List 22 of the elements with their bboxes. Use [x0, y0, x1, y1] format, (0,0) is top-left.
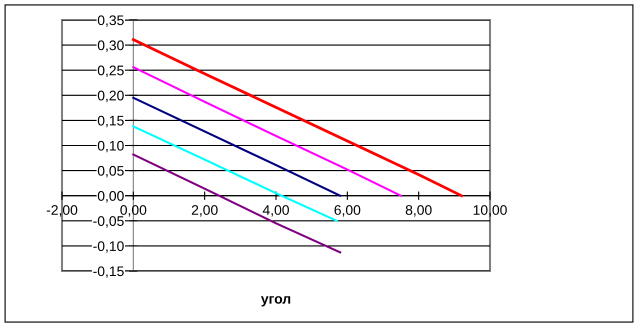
- y-tick-label: 0,30: [98, 40, 124, 52]
- y-tick-label: -0,05: [93, 216, 124, 228]
- x-tick-label: 4,00: [262, 205, 289, 217]
- y-tick-label: 0,10: [98, 140, 124, 152]
- line-series: [132, 66, 402, 197]
- x-axis-title: угол: [260, 296, 290, 306]
- x-tick-label: 10,00: [474, 205, 507, 217]
- y-tick-label: 0,35: [98, 15, 124, 27]
- y-tick-label: -0,10: [93, 241, 124, 253]
- x-tick-label: 2,00: [192, 205, 218, 217]
- x-tick-label: 8,00: [406, 205, 432, 217]
- y-tick-label: 0,05: [98, 166, 124, 178]
- y-tick-label: 0,15: [98, 116, 124, 128]
- line-series: [132, 38, 463, 198]
- y-tick-label: 0,20: [98, 90, 124, 102]
- line-series: [132, 96, 342, 197]
- y-tick-label: 0,00: [98, 191, 124, 203]
- x-tick-label: 6,00: [334, 205, 360, 217]
- y-tick-label: -0,15: [93, 266, 124, 278]
- x-tick-label: 0,00: [120, 205, 146, 217]
- x-tick-label: -2,00: [46, 205, 78, 217]
- y-tick-label: 0,25: [98, 66, 124, 78]
